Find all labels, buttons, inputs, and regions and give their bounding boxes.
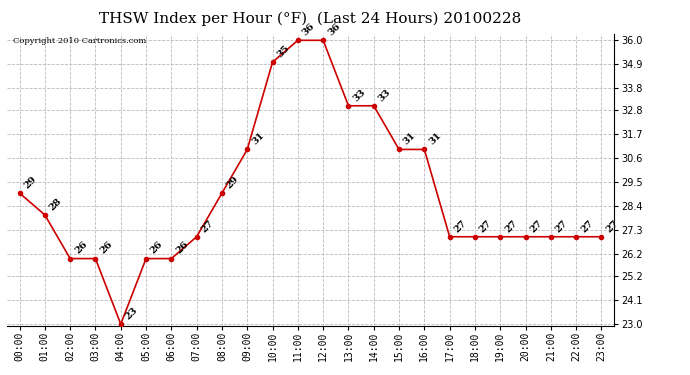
Text: 27: 27: [604, 218, 620, 234]
Text: 31: 31: [250, 131, 266, 147]
Text: 23: 23: [124, 305, 139, 321]
Text: 31: 31: [402, 131, 417, 147]
Text: 27: 27: [553, 218, 569, 234]
Text: 27: 27: [453, 218, 469, 234]
Text: 28: 28: [48, 196, 63, 212]
Text: 27: 27: [477, 218, 493, 234]
Text: 27: 27: [199, 218, 215, 234]
Text: THSW Index per Hour (°F)  (Last 24 Hours) 20100228: THSW Index per Hour (°F) (Last 24 Hours)…: [99, 11, 522, 26]
Text: 36: 36: [301, 22, 317, 38]
Text: 29: 29: [225, 174, 241, 190]
Text: 31: 31: [427, 131, 443, 147]
Text: Copyright 2010 Cartronics.com: Copyright 2010 Cartronics.com: [13, 37, 146, 45]
Text: 27: 27: [503, 218, 519, 234]
Text: 27: 27: [579, 218, 595, 234]
Text: 33: 33: [351, 87, 367, 103]
Text: 26: 26: [98, 240, 114, 256]
Text: 26: 26: [174, 240, 190, 256]
Text: 36: 36: [326, 22, 342, 38]
Text: 26: 26: [149, 240, 165, 256]
Text: 29: 29: [22, 174, 38, 190]
Text: 27: 27: [529, 218, 544, 234]
Text: 33: 33: [377, 87, 393, 103]
Text: 26: 26: [73, 240, 89, 256]
Text: 35: 35: [275, 44, 291, 59]
